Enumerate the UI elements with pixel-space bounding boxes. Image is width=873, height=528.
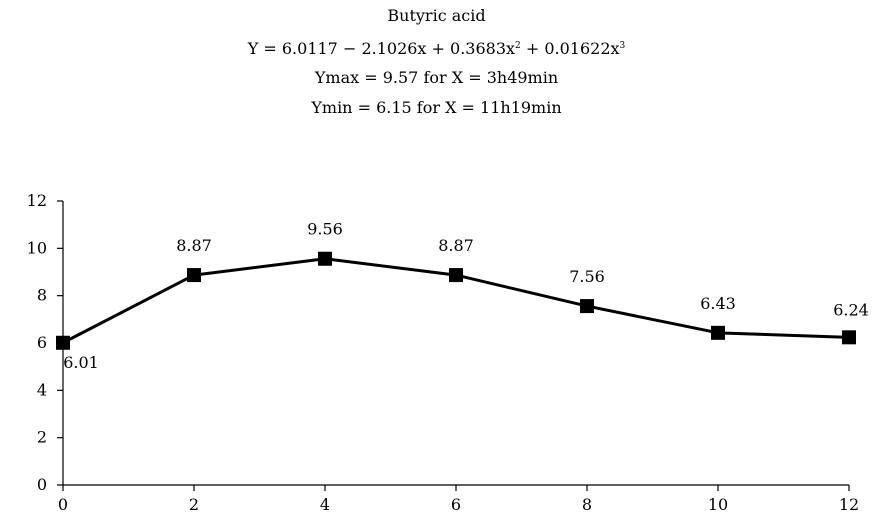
chart-title: Butyric acid <box>387 6 486 25</box>
data-point-marker <box>187 268 201 283</box>
equation-exponent-3: 3 <box>619 41 626 51</box>
data-label: 8.87 <box>438 236 474 255</box>
y-tick-label: 0 <box>37 475 47 494</box>
x-tick-label: 0 <box>58 495 68 514</box>
y-tick-label: 2 <box>37 428 47 447</box>
y-tick-label: 8 <box>37 286 47 305</box>
data-point-marker <box>842 330 856 345</box>
ymin-annotation: Ymin = 6.15 for X = 11h19min <box>311 98 562 117</box>
y-tick-label: 4 <box>37 380 47 399</box>
equation-prefix: Y = 6.0117 − 2.1026x + 0.3683x <box>247 39 516 58</box>
x-tick-label: 2 <box>189 495 199 514</box>
data-label: 8.87 <box>176 236 212 255</box>
x-tick-label: 8 <box>582 495 592 514</box>
y-tick-label: 10 <box>27 238 47 257</box>
series-butyric-acid: 6.01 8.87 9.56 8.87 7.56 6.43 6.24 <box>56 220 869 372</box>
data-point-marker <box>449 268 463 283</box>
data-label: 6.24 <box>833 300 869 319</box>
x-tick-label: 12 <box>839 495 859 514</box>
data-label: 6.01 <box>63 353 99 372</box>
data-point-marker <box>318 251 332 266</box>
x-tick-label: 10 <box>708 495 728 514</box>
data-label: 6.43 <box>700 294 736 313</box>
equation-exponent-2: 2 <box>515 41 521 51</box>
x-tick-label: 6 <box>451 495 461 514</box>
y-tick-label: 12 <box>27 191 47 210</box>
y-tick-label: 6 <box>37 333 47 352</box>
data-point-marker <box>580 299 594 314</box>
x-tick-label: 4 <box>320 495 330 514</box>
ymax-annotation: Ymax = 9.57 for X = 3h49min <box>314 68 559 87</box>
data-label: 9.56 <box>307 220 343 239</box>
data-point-marker <box>56 335 70 350</box>
data-point-marker <box>711 325 725 340</box>
data-label: 7.56 <box>569 267 605 286</box>
equation-middle: + 0.01622x <box>520 39 620 58</box>
regression-equation: Y = 6.0117 − 2.1026x + 0.3683x2 + 0.0162… <box>0 36 873 59</box>
axes: 0 2 4 6 8 10 12 0 2 4 6 8 10 12 <box>27 191 860 514</box>
